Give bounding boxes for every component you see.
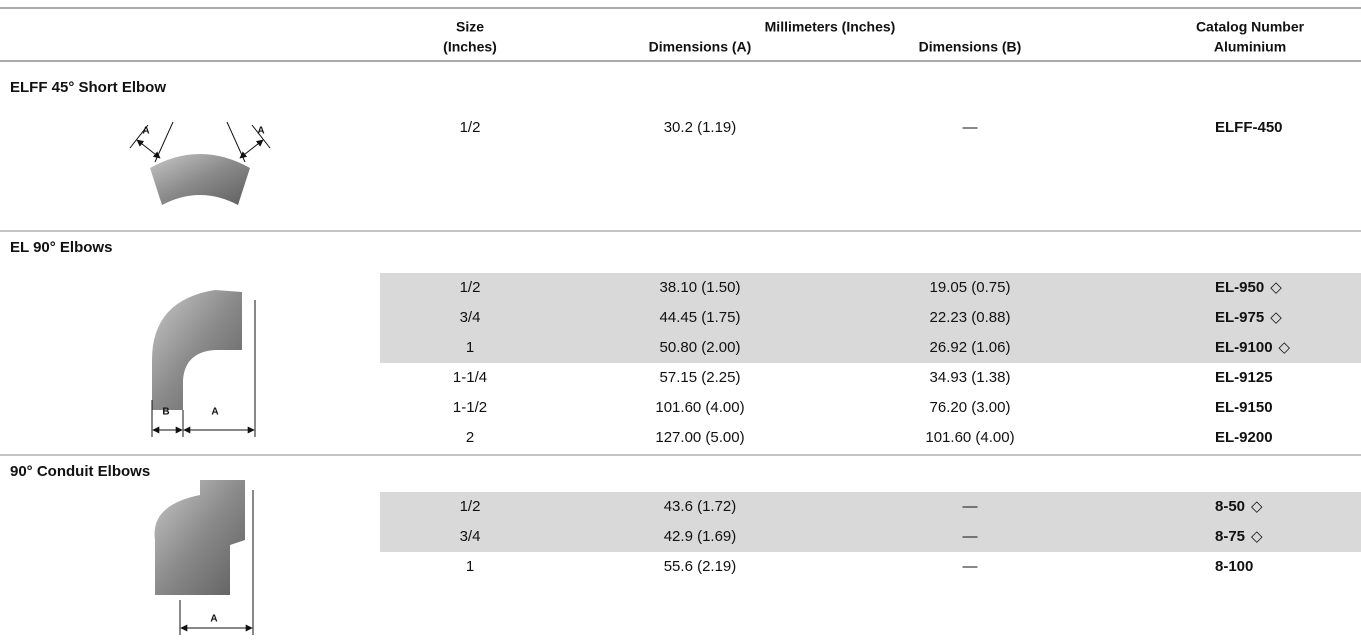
size: 1: [466, 339, 474, 356]
header: Dimensions (A): [649, 39, 752, 55]
catalog-number: EL-950: [1215, 279, 1264, 296]
marker: ◇: [1251, 528, 1263, 545]
dim-a: 101.60 (4.00): [655, 399, 744, 416]
header: (Inches): [443, 39, 497, 55]
catalog-number: EL-975: [1215, 309, 1264, 326]
dim-a: 55.6 (2.19): [664, 558, 737, 575]
header: Dimensions (B): [919, 39, 1022, 55]
catalog-number: 8-75: [1215, 528, 1245, 545]
row-shade: [380, 522, 1361, 552]
size: 3/4: [460, 528, 481, 545]
dim-b: —: [963, 119, 978, 136]
figure: A: [154, 480, 254, 635]
marker: ◇: [1279, 339, 1291, 356]
dim-b: —: [963, 558, 978, 575]
dim-b: —: [963, 528, 978, 545]
dim-a: 38.10 (1.50): [660, 279, 741, 296]
catalog-number: EL-9150: [1215, 399, 1273, 416]
dim-b: 34.93 (1.38): [930, 369, 1011, 386]
catalog-number: 8-100: [1215, 558, 1253, 575]
dim-b: —: [963, 498, 978, 515]
section-title: EL 90° Elbows: [10, 239, 112, 256]
size: 1: [466, 558, 474, 575]
catalog-number: ELFF-450: [1215, 119, 1283, 136]
header: Aluminium: [1214, 39, 1286, 55]
figure: A A: [129, 121, 271, 205]
dim-b: 26.92 (1.06): [930, 339, 1011, 356]
figure-label: B: [162, 407, 169, 418]
dim-a: 44.45 (1.75): [660, 309, 741, 326]
header: Size: [456, 19, 484, 35]
row-shade: [380, 492, 1361, 522]
size: 1-1/4: [453, 369, 487, 386]
size: 2: [466, 429, 474, 446]
section-title: ELFF 45° Short Elbow: [10, 79, 166, 96]
marker: ◇: [1251, 498, 1263, 515]
catalog-number: EL-9125: [1215, 369, 1273, 386]
figure-label: A: [257, 126, 264, 137]
dim-b: 19.05 (0.75): [930, 279, 1011, 296]
dim-a: 50.80 (2.00): [660, 339, 741, 356]
figure-label: A: [210, 614, 217, 625]
dim-a: 43.6 (1.72): [664, 498, 737, 515]
size: 1/2: [460, 119, 481, 136]
dim-b: 101.60 (4.00): [925, 429, 1014, 446]
figure-label: A: [211, 407, 218, 418]
marker: ◇: [1270, 309, 1282, 326]
catalog-number: 8-50: [1215, 498, 1245, 515]
row-shade: [380, 333, 1361, 363]
dim-b: 76.20 (3.00): [930, 399, 1011, 416]
marker: ◇: [1270, 279, 1282, 296]
dim-a: 57.15 (2.25): [660, 369, 741, 386]
size: 1/2: [460, 498, 481, 515]
catalog-number: EL-9200: [1215, 429, 1273, 446]
dim-a: 127.00 (5.00): [655, 429, 744, 446]
section-title: 90° Conduit Elbows: [10, 463, 150, 480]
row-shade: [380, 303, 1361, 333]
row-shade: [380, 273, 1361, 303]
figure: B A: [151, 290, 256, 437]
rows: ELFF 45° Short Elbow 1/2 30.2 (1.19) — ELFF-…: [10, 79, 1361, 575]
size: 1/2: [460, 279, 481, 296]
catalog-number: EL-9100: [1215, 339, 1273, 356]
dim-b: 22.23 (0.88): [930, 309, 1011, 326]
dim-a: 30.2 (1.19): [664, 119, 737, 136]
header: Catalog Number: [1196, 19, 1305, 35]
header: Millimeters (Inches): [765, 19, 896, 35]
figure-label: A: [142, 126, 149, 137]
size: 1-1/2: [453, 399, 487, 416]
size: 3/4: [460, 309, 481, 326]
dim-a: 42.9 (1.69): [664, 528, 737, 545]
